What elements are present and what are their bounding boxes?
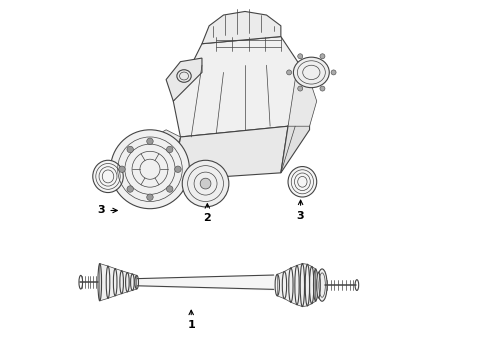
Circle shape [331, 70, 336, 75]
Polygon shape [100, 264, 137, 301]
Circle shape [320, 86, 325, 91]
Circle shape [111, 130, 190, 209]
Ellipse shape [288, 167, 317, 197]
Polygon shape [153, 130, 180, 163]
Circle shape [287, 70, 292, 75]
Circle shape [127, 146, 133, 153]
Polygon shape [277, 264, 316, 307]
Ellipse shape [317, 272, 320, 298]
Text: 2: 2 [203, 204, 211, 222]
Polygon shape [173, 37, 310, 137]
Ellipse shape [317, 269, 327, 301]
Circle shape [320, 54, 325, 59]
Polygon shape [288, 80, 317, 126]
Circle shape [200, 178, 211, 189]
Ellipse shape [93, 160, 123, 193]
Circle shape [119, 166, 125, 172]
Polygon shape [202, 12, 281, 44]
Circle shape [298, 86, 303, 91]
Polygon shape [281, 80, 310, 173]
Circle shape [298, 54, 303, 59]
Text: 3: 3 [98, 206, 117, 216]
Circle shape [167, 186, 173, 192]
Circle shape [182, 160, 229, 207]
Circle shape [167, 146, 173, 153]
Polygon shape [166, 58, 202, 101]
Circle shape [175, 166, 181, 172]
Circle shape [147, 194, 153, 201]
Polygon shape [173, 126, 288, 180]
Circle shape [127, 186, 133, 192]
Ellipse shape [294, 57, 329, 87]
Circle shape [147, 138, 153, 144]
Text: 1: 1 [187, 310, 195, 330]
Text: 3: 3 [297, 200, 304, 221]
